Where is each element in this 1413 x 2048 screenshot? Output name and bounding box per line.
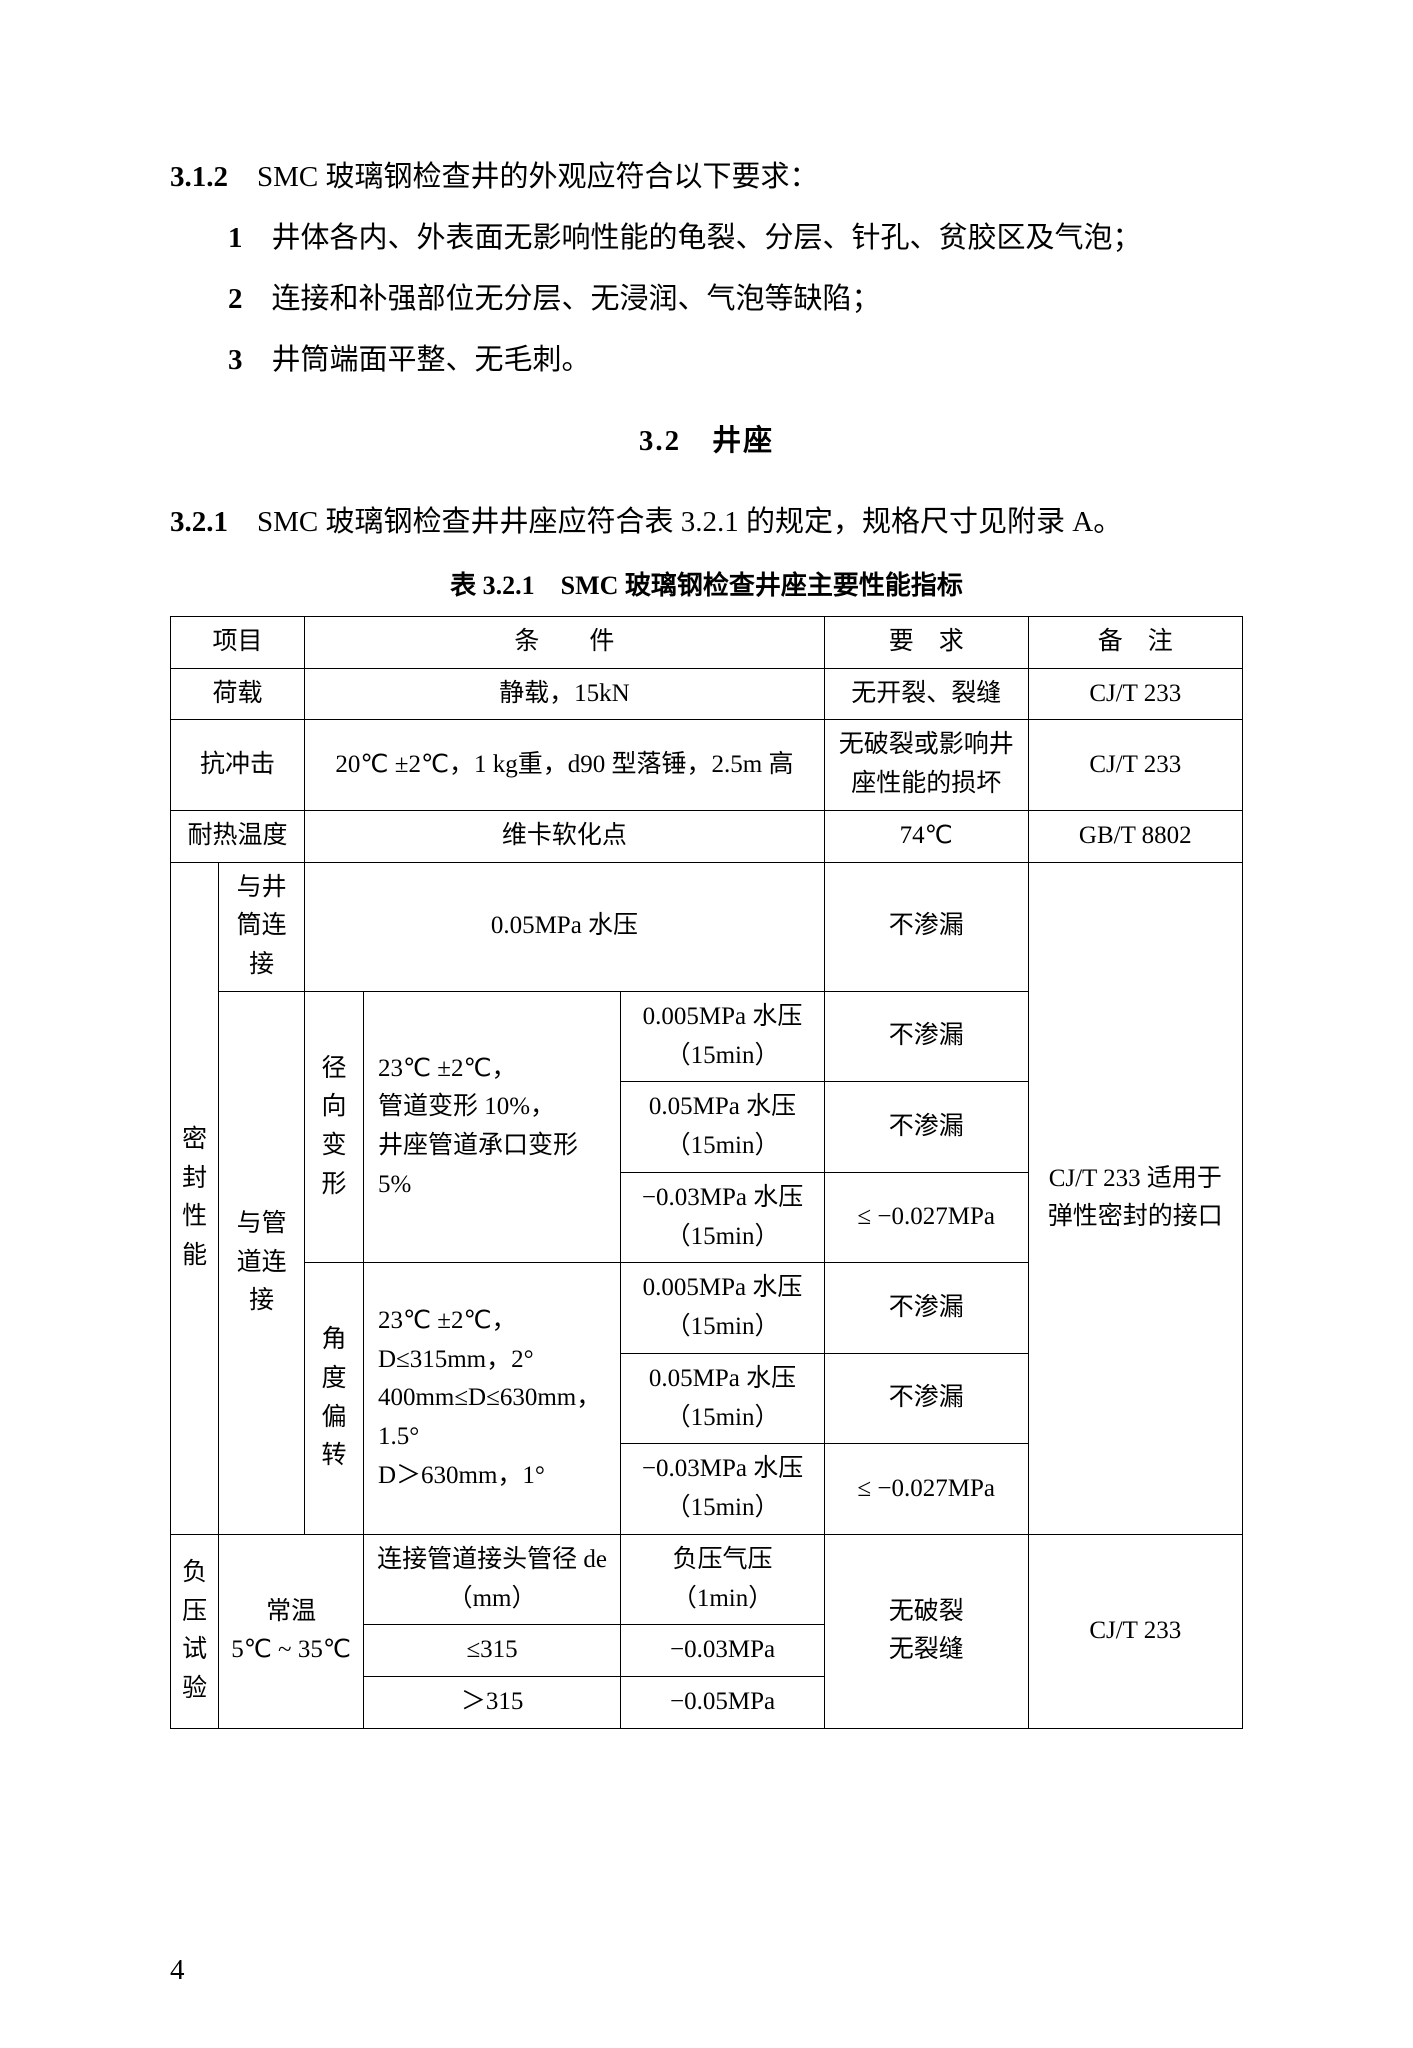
cell-note: CJ/T 233: [1028, 668, 1242, 720]
cell-item: 抗冲击: [171, 720, 305, 811]
cell-test-req: 不渗漏: [824, 1263, 1028, 1354]
cell-seal-sub1: 与井筒连接: [219, 862, 305, 991]
cell-seal-group: 密封性能: [171, 862, 219, 1534]
cell-test-cond: 0.05MPa 水压（15min）: [621, 1082, 825, 1173]
table-3-2-1: 项目 条 件 要 求 备 注 荷载 静载，15kN 无开裂、裂缝 CJ/T 23…: [170, 616, 1243, 1729]
cell-test-cond: 0.005MPa 水压（15min）: [621, 1263, 825, 1354]
cell-test-req: 不渗漏: [824, 1353, 1028, 1444]
caption-title: SMC 玻璃钢检查井座主要性能指标: [561, 571, 963, 600]
cell-neg-de: ＞315: [363, 1677, 620, 1729]
table-row-heat: 耐热温度 维卡软化点 74℃ GB/T 8802: [171, 810, 1243, 862]
cell-cond: 0.05MPa 水压: [304, 862, 824, 991]
cell-cond: 静载，15kN: [304, 668, 824, 720]
item-number: 1: [228, 222, 243, 254]
cell-neg-p-header: 负压气压（1min）: [621, 1534, 825, 1625]
cell-req: 无破裂或影响井座性能的损坏: [824, 720, 1028, 811]
th-item: 项目: [171, 616, 305, 668]
cell-neg-p: −0.05MPa: [621, 1677, 825, 1729]
table-row-impact: 抗冲击 20℃ ±2℃，1 kg重，d90 型落锤，2.5m 高 无破裂或影响井…: [171, 720, 1243, 811]
cell-neg-temp: 常温 5℃ ~ 35℃: [219, 1534, 364, 1728]
table-3-2-1-caption: 表 3.2.1 SMC 玻璃钢检查井座主要性能指标: [170, 561, 1243, 610]
cell-test-req: 不渗漏: [824, 1082, 1028, 1173]
cell-neg-de-header: 连接管道接头管径 de（mm）: [363, 1534, 620, 1625]
item-number: 3: [228, 344, 243, 376]
cell-angle-label: 角度偏转: [304, 1263, 363, 1535]
cell-cond: 20℃ ±2℃，1 kg重，d90 型落锤，2.5m 高: [304, 720, 824, 811]
clause-3-1-2-item-2: 2 连接和补强部位无分层、无浸润、气泡等缺陷；: [170, 272, 1243, 327]
cell-test-cond: 0.005MPa 水压（15min）: [621, 991, 825, 1082]
th-req: 要 求: [824, 616, 1028, 668]
section-number: 3.2: [639, 425, 681, 457]
item-number: 2: [228, 283, 243, 315]
cell-neg-group: 负压试验: [171, 1534, 219, 1728]
cell-cond: 维卡软化点: [304, 810, 824, 862]
cell-note: CJ/T 233: [1028, 720, 1242, 811]
cell-req: 74℃: [824, 810, 1028, 862]
table-row-neg-header: 负压试验 常温 5℃ ~ 35℃ 连接管道接头管径 de（mm） 负压气压（1m…: [171, 1534, 1243, 1625]
item-text: 井筒端面平整、无毛刺。: [272, 344, 591, 376]
table-header-row: 项目 条 件 要 求 备 注: [171, 616, 1243, 668]
cell-test-cond: −0.03MPa 水压（15min）: [621, 1172, 825, 1263]
cell-angle-cond: 23℃ ±2℃， D≤315mm，2° 400mm≤D≤630mm，1.5° D…: [363, 1263, 620, 1535]
section-title: 井座: [712, 425, 774, 457]
clause-3-1-2-item-1: 1 井体各内、外表面无影响性能的龟裂、分层、针孔、贫胶区及气泡；: [170, 211, 1243, 266]
cell-test-cond: −0.03MPa 水压（15min）: [621, 1444, 825, 1535]
cell-test-cond: 0.05MPa 水压（15min）: [621, 1353, 825, 1444]
clause-number: 3.1.2: [170, 161, 228, 193]
document-page: 3.1.2 SMC 玻璃钢检查井的外观应符合以下要求： 1 井体各内、外表面无影…: [0, 0, 1413, 2048]
cell-req: 无开裂、裂缝: [824, 668, 1028, 720]
cell-item: 荷载: [171, 668, 305, 720]
cell-test-req: ≤ −0.027MPa: [824, 1444, 1028, 1535]
item-text: 连接和补强部位无分层、无浸润、气泡等缺陷；: [272, 283, 881, 315]
cell-neg-req: 无破裂 无裂缝: [824, 1534, 1028, 1728]
clause-number: 3.2.1: [170, 506, 228, 538]
item-text: 井体各内、外表面无影响性能的龟裂、分层、针孔、贫胶区及气泡；: [272, 222, 1142, 254]
caption-number: 表 3.2.1: [450, 571, 535, 600]
cell-test-req: ≤ −0.027MPa: [824, 1172, 1028, 1263]
clause-text: SMC 玻璃钢检查井的外观应符合以下要求：: [257, 161, 819, 193]
cell-seal-sub2: 与管道连接: [219, 991, 305, 1534]
table-row-seal-barrel: 密封性能 与井筒连接 0.05MPa 水压 不渗漏 CJ/T 233 适用于弹性…: [171, 862, 1243, 991]
cell-note: GB/T 8802: [1028, 810, 1242, 862]
cell-neg-p: −0.03MPa: [621, 1625, 825, 1677]
page-number: 4: [170, 1943, 185, 1998]
clause-text: SMC 玻璃钢检查井井座应符合表 3.2.1 的规定，规格尺寸见附录 A。: [257, 506, 1122, 538]
th-cond: 条 件: [304, 616, 824, 668]
table-row-load: 荷载 静载，15kN 无开裂、裂缝 CJ/T 233: [171, 668, 1243, 720]
cell-req: 不渗漏: [824, 862, 1028, 991]
cell-test-req: 不渗漏: [824, 991, 1028, 1082]
cell-item: 耐热温度: [171, 810, 305, 862]
clause-3-1-2-item-3: 3 井筒端面平整、无毛刺。: [170, 333, 1243, 388]
clause-3-2-1: 3.2.1 SMC 玻璃钢检查井井座应符合表 3.2.1 的规定，规格尺寸见附录…: [170, 495, 1243, 550]
cell-radial-cond: 23℃ ±2℃， 管道变形 10%， 井座管道承口变形 5%: [363, 991, 620, 1263]
cell-neg-de: ≤315: [363, 1625, 620, 1677]
section-3-2-heading: 3.2 井座: [170, 414, 1243, 469]
th-note: 备 注: [1028, 616, 1242, 668]
cell-radial-label: 径向变形: [304, 991, 363, 1263]
clause-3-1-2: 3.1.2 SMC 玻璃钢检查井的外观应符合以下要求：: [170, 150, 1243, 205]
cell-seal-note: CJ/T 233 适用于弹性密封的接口: [1028, 862, 1242, 1534]
cell-neg-note: CJ/T 233: [1028, 1534, 1242, 1728]
